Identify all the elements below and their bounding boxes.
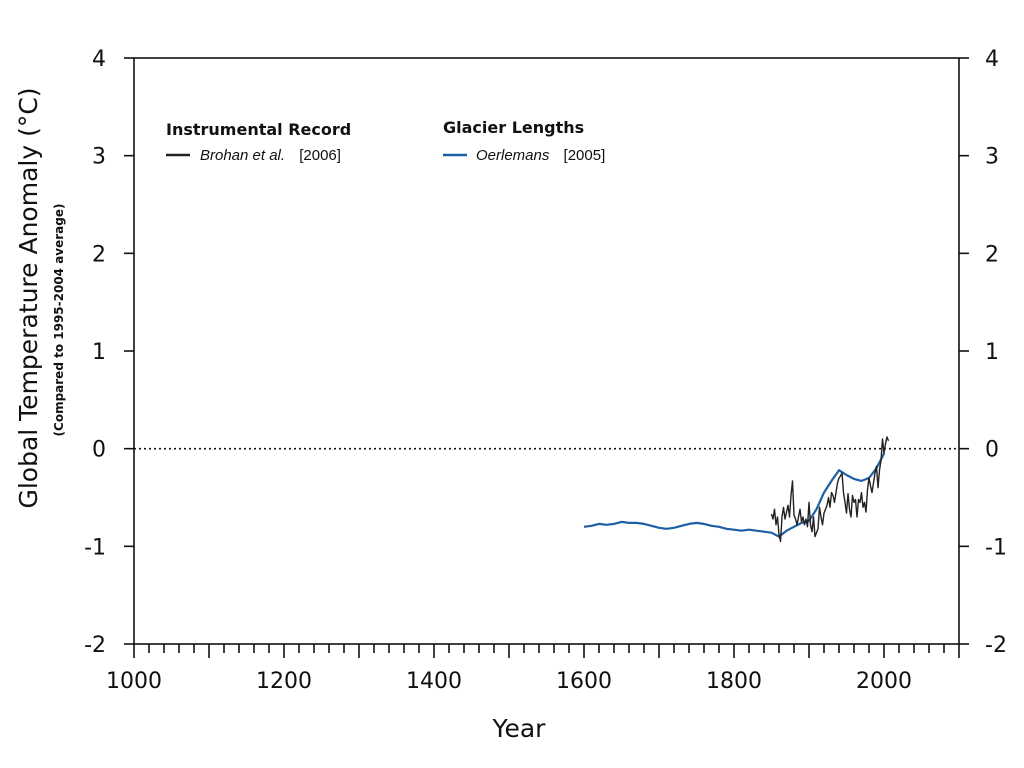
plot-border: [133, 57, 960, 645]
y-tick-label-right: 2: [985, 242, 999, 267]
x-tick-label: 1400: [406, 669, 462, 694]
legend: Instrumental Record Brohan et al. [2006]…: [166, 118, 605, 164]
y-tick-label-right: -1: [985, 535, 1007, 560]
y-tick-label-left: 0: [92, 438, 106, 463]
x-tick-label: 1200: [256, 669, 312, 694]
legend-year-brohan: [2006]: [299, 147, 341, 164]
y-tick-label-left: 3: [92, 145, 106, 170]
y-tick-label-right: 4: [985, 47, 999, 72]
series-line-oerlemans: [583, 453, 885, 538]
legend-label-oerlemans: Oerlemans [2005]: [476, 147, 605, 164]
legend-label-brohan: Brohan et al. [2006]: [200, 147, 341, 164]
y-tick-label-right: 3: [985, 145, 999, 170]
legend-author-brohan: Brohan et al.: [200, 147, 285, 164]
y-tick-label-right: 0: [985, 438, 999, 463]
y-tick-label-left: -1: [84, 535, 106, 560]
legend-heading-glacier: Glacier Lengths: [443, 118, 584, 137]
y-tick-label-right: 1: [985, 340, 999, 365]
x-tick-label: 1000: [106, 669, 162, 694]
y-tick-label-right: -2: [985, 633, 1007, 658]
legend-author-oerlemans: Oerlemans: [476, 147, 550, 164]
legend-heading-instrumental: Instrumental Record: [166, 120, 351, 139]
y-tick-label-left: 4: [92, 47, 106, 72]
y-tick-label-left: 2: [92, 242, 106, 267]
y-tick-label-left: -2: [84, 633, 106, 658]
x-tick-label: 1600: [556, 669, 612, 694]
y-axis-subtitle: (Compared to 1995-2004 average): [52, 204, 66, 437]
plot-frame: [133, 57, 960, 645]
legend-year-oerlemans: [2005]: [564, 147, 606, 164]
axis-ticks: -2 -2 -1 -1 0 0 1 1 2 2 3 3 4 4 1000 1200 1400 1600 1800 20…: [84, 47, 1007, 694]
x-tick-label: 2000: [856, 669, 912, 694]
y-axis-title: Global Temperature Anomaly (°C): [14, 87, 43, 508]
y-tick-label-left: 1: [92, 340, 106, 365]
x-axis-title: Year: [492, 714, 547, 743]
data-series: [583, 436, 890, 543]
series-line-brohan: [770, 436, 890, 543]
x-tick-label: 1800: [706, 669, 762, 694]
